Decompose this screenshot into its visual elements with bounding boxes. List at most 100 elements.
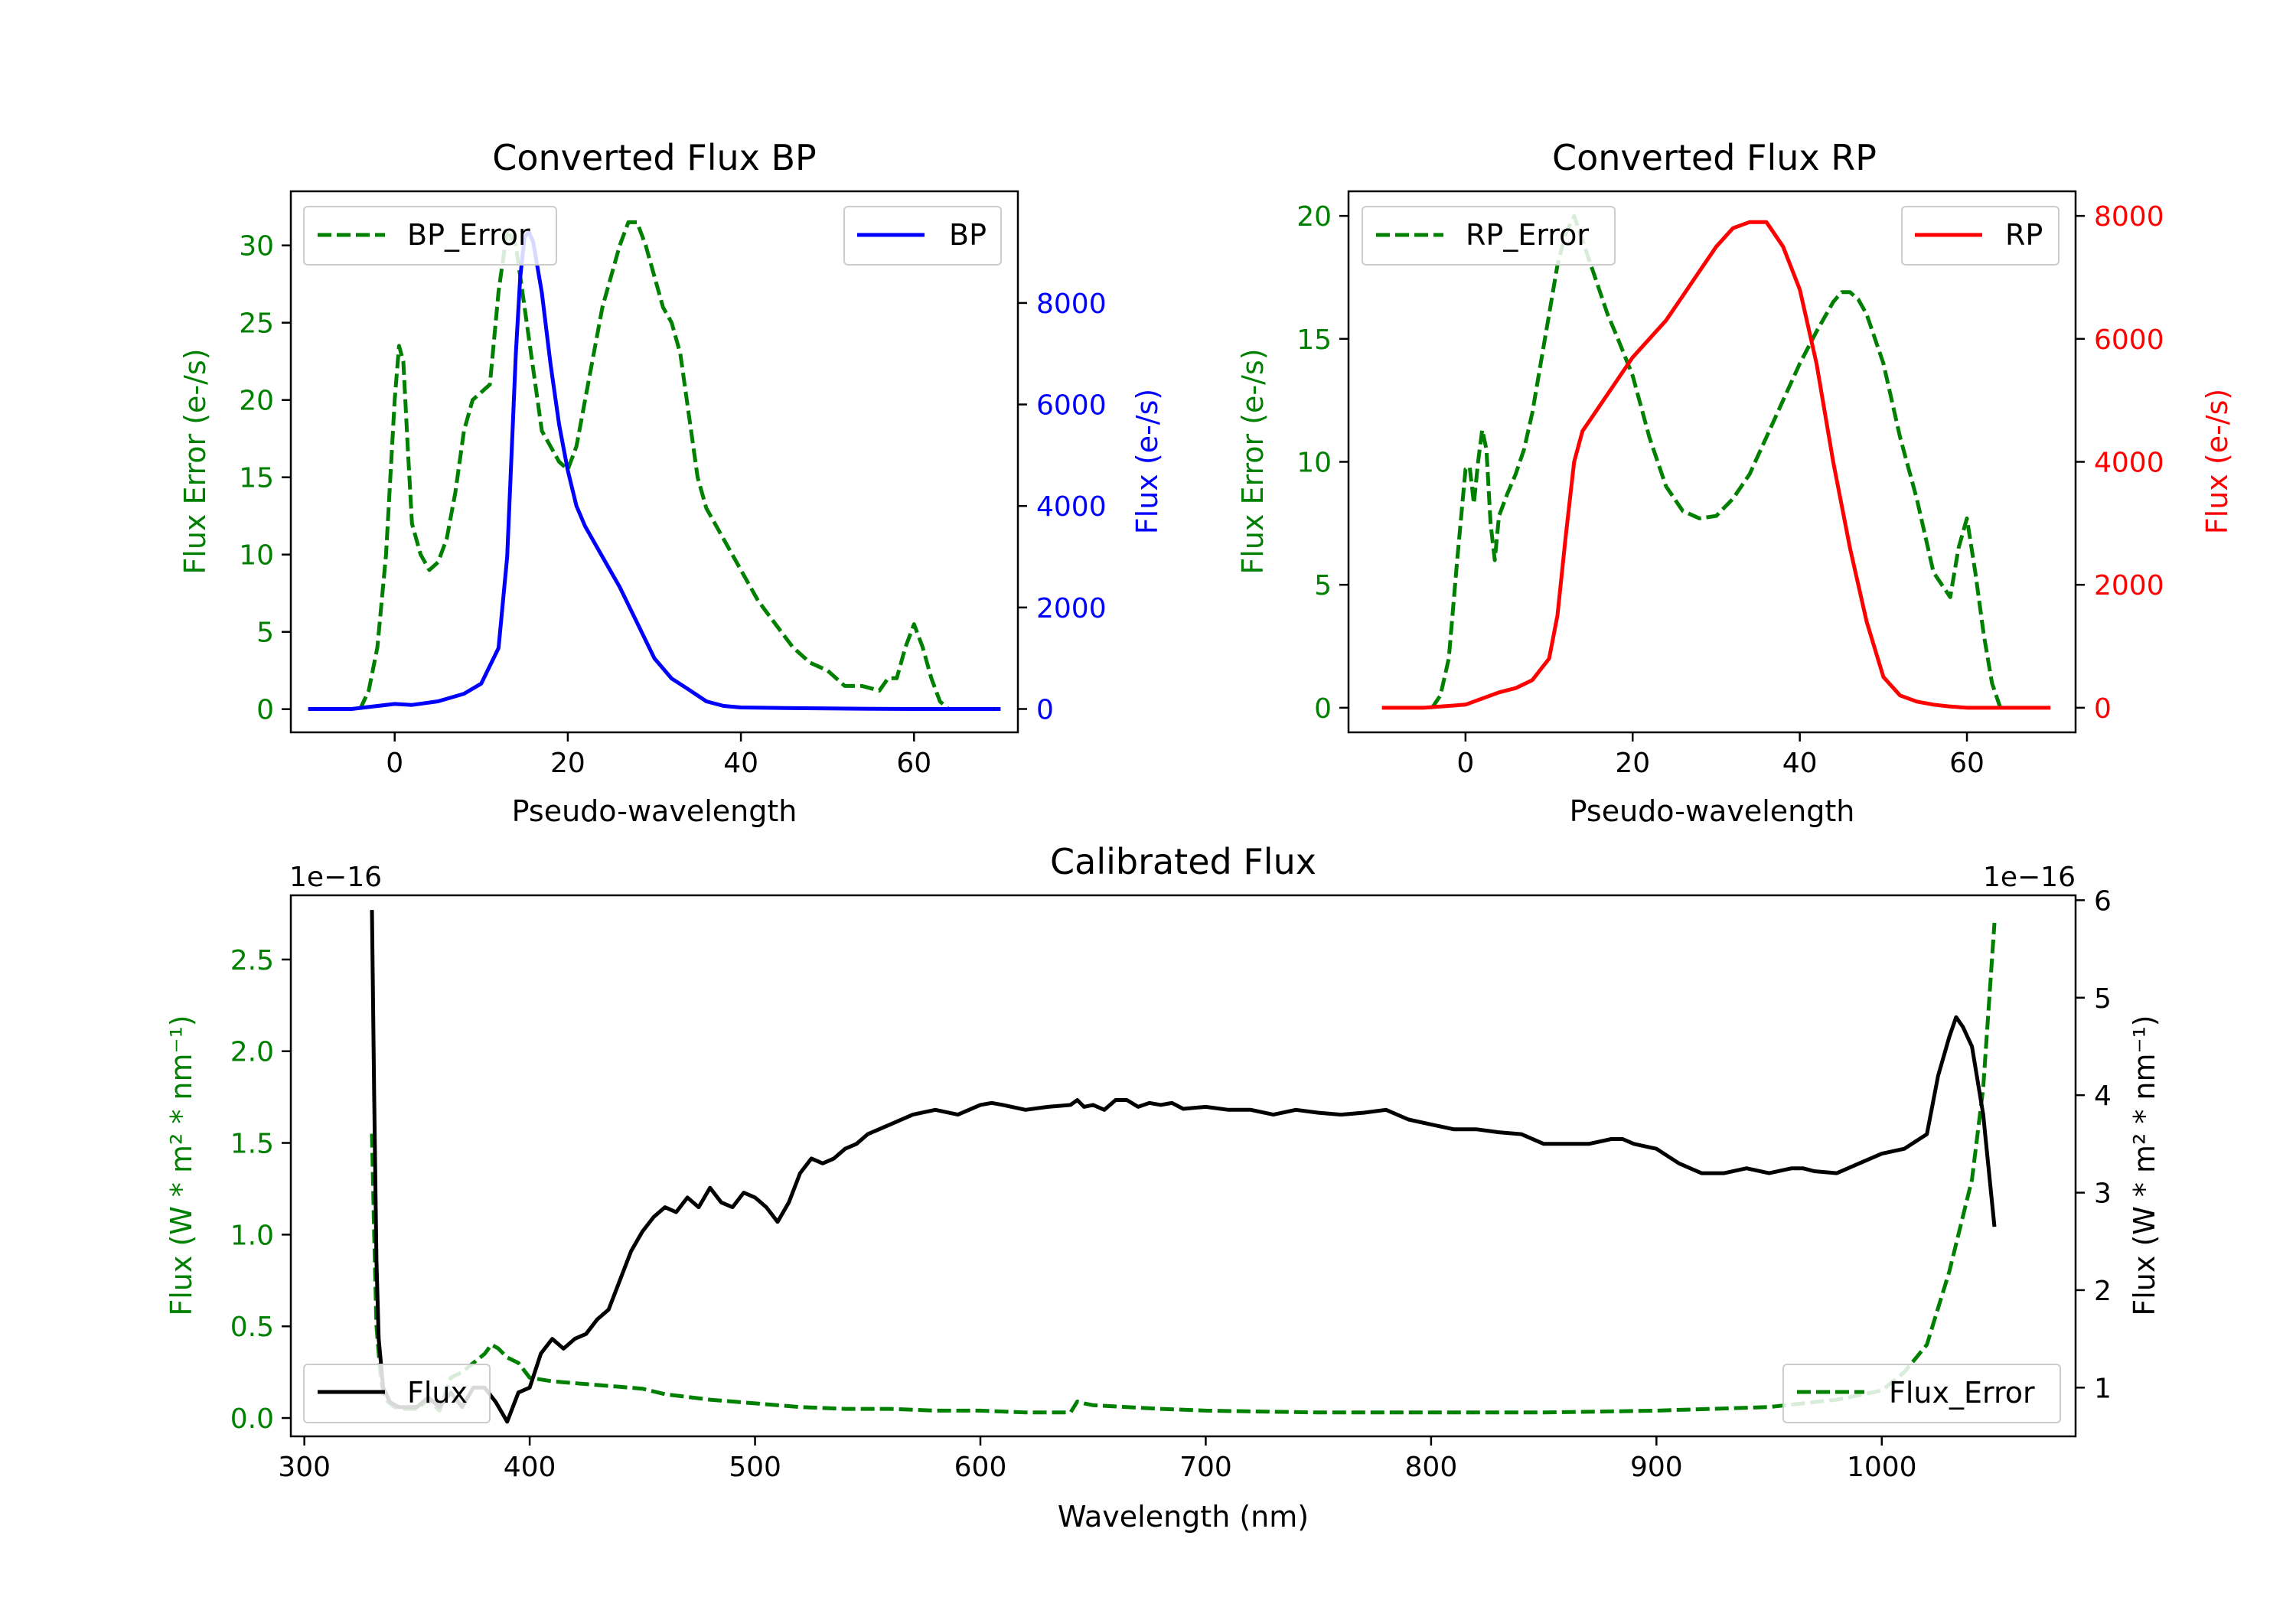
bp-axes-frame	[289, 190, 1019, 734]
cal-right-tick-label: 5	[2094, 983, 2112, 1015]
rp-left-tick-label: 5	[1314, 570, 1332, 601]
cal-left-tick-label: 2.5	[230, 945, 274, 976]
cal-series-flux-error	[370, 922, 1997, 1415]
rp-legend-error: RP_Error	[1362, 206, 1616, 266]
rp-legend-flux: RP	[1901, 206, 2060, 266]
rp-right-tick-label: 6000	[2094, 324, 2164, 356]
cal-x-tick-label: 500	[729, 1452, 781, 1483]
rp-right-ticks: 0 2000 4000 6000 8000	[2076, 201, 2164, 725]
cal-right-tick-label: 6	[2094, 885, 2112, 917]
cal-left-tick-label: 0.5	[230, 1312, 274, 1343]
rp-legend-error-label: RP_Error	[1466, 218, 1589, 252]
bp-left-tick-label: 15	[239, 463, 274, 494]
cal-right-tick-label: 1	[2094, 1373, 2112, 1404]
bp-left-tick-label: 30	[239, 231, 274, 262]
rp-series-rp	[1381, 220, 2051, 710]
bp-left-ticks: 0 5 10 15 20 25 30	[239, 231, 291, 726]
cal-legend-error-label: Flux_Error	[1889, 1376, 2035, 1410]
cal-right-tick-label: 3	[2094, 1178, 2112, 1210]
bp-x-tick-label: 20	[550, 748, 585, 779]
cal-x-label: Wavelength (nm)	[1058, 1500, 1309, 1534]
bp-x-tick-label: 60	[896, 748, 931, 779]
bp-plot-area	[308, 220, 1001, 711]
cal-left-ticks: 0.0 0.5 1.0 1.5 2.0 2.5	[230, 945, 291, 1435]
rp-left-tick-label: 10	[1296, 448, 1332, 479]
cal-x-tick-label: 300	[278, 1452, 331, 1483]
rp-x-label: Pseudo-wavelength	[1570, 794, 1855, 828]
rp-left-tick-label: 0	[1314, 693, 1332, 725]
cal-right-y-label: Flux (W * m² * nm⁻¹)	[2128, 1015, 2161, 1315]
rp-axes-frame	[1347, 190, 2077, 734]
bp-series-bp-error	[358, 220, 951, 711]
rp-right-y-label: Flux (e-/s)	[2200, 389, 2234, 534]
rp-plot-area	[1381, 214, 2051, 710]
rp-x-tick-label: 0	[1456, 748, 1474, 779]
cal-left-tick-label: 2.0	[230, 1037, 274, 1068]
bp-right-tick-label: 6000	[1036, 390, 1107, 422]
cal-axes-frame	[289, 894, 2077, 1438]
bp-right-tick-label: 4000	[1036, 491, 1107, 523]
cal-right-tick-label: 4	[2094, 1081, 2112, 1112]
rp-x-tick-label: 40	[1782, 748, 1818, 779]
bp-left-tick-label: 25	[239, 308, 274, 340]
cal-left-tick-label: 0.0	[230, 1403, 274, 1435]
bp-left-tick-label: 0	[256, 695, 274, 726]
rp-right-tick-label: 2000	[2094, 570, 2164, 601]
bp-left-y-label: Flux Error (e-/s)	[178, 348, 212, 574]
bp-x-tick-label: 0	[386, 748, 403, 779]
cal-left-tick-label: 1.5	[230, 1129, 274, 1160]
cal-plot-area	[370, 910, 1997, 1424]
cal-legend-error: Flux_Error	[1782, 1364, 2061, 1423]
bp-x-ticks: 0 20 40 60	[386, 732, 931, 779]
cal-x-tick-label: 700	[1179, 1452, 1232, 1483]
cal-legend-flux-box	[303, 1364, 491, 1423]
rp-x-tick-label: 60	[1949, 748, 1985, 779]
bp-right-tick-label: 0	[1036, 694, 1054, 725]
cal-x-tick-label: 1000	[1847, 1452, 1917, 1483]
cal-left-tick-label: 1.0	[230, 1220, 274, 1251]
rp-legend-flux-label: RP	[2005, 218, 2043, 252]
bp-panel: Converted Flux BP 0 20 40 60 0 5 10 15 20 25 30 0…	[178, 137, 1164, 828]
rp-right-tick-label: 8000	[2094, 201, 2164, 233]
bp-right-ticks: 0 2000 4000 6000 8000	[1018, 288, 1107, 725]
cal-right-tick-label: 2	[2094, 1276, 2112, 1307]
bp-x-label: Pseudo-wavelength	[512, 794, 797, 828]
cal-legend-error-box	[1782, 1364, 2061, 1423]
rp-left-y-label: Flux Error (e-/s)	[1236, 348, 1270, 574]
rp-title: Converted Flux RP	[1552, 137, 1877, 178]
cal-legend-flux-label: Flux	[407, 1376, 468, 1410]
cal-x-tick-label: 600	[954, 1452, 1007, 1483]
cal-title: Calibrated Flux	[1050, 841, 1316, 882]
bp-x-tick-label: 40	[723, 748, 758, 779]
rp-right-tick-label: 4000	[2094, 448, 2164, 479]
cal-left-offset: 1e−16	[289, 862, 382, 893]
rp-right-tick-label: 0	[2094, 693, 2112, 725]
rp-series-rp-error	[1430, 214, 2003, 709]
cal-left-y-label: Flux (W * m² * nm⁻¹)	[165, 1015, 198, 1315]
bp-legend-flux: BP	[843, 206, 1002, 266]
cal-x-ticks: 300 400 500 600 700 800 900 1000	[278, 1436, 1917, 1483]
bp-legend-error-box	[303, 206, 557, 266]
rp-x-ticks: 0 20 40 60	[1456, 732, 1985, 779]
rp-left-tick-label: 20	[1296, 201, 1332, 233]
cal-series-flux	[370, 910, 1997, 1424]
cal-x-tick-label: 400	[504, 1452, 556, 1483]
cal-legend-flux: Flux	[303, 1364, 491, 1423]
rp-x-tick-label: 20	[1615, 748, 1650, 779]
bp-legend-error-label: BP_Error	[407, 218, 530, 252]
bp-left-tick-label: 5	[256, 618, 274, 649]
bp-right-tick-label: 2000	[1036, 593, 1107, 624]
rp-panel: Converted Flux RP 0 20 40 60 0 5 10 15 20 0 2000…	[1236, 137, 2234, 828]
bp-right-y-label: Flux (e-/s)	[1130, 389, 1164, 534]
cal-right-ticks: 1 2 3 4 5 6	[2076, 885, 2112, 1404]
rp-left-ticks: 0 5 10 15 20	[1296, 201, 1349, 725]
bp-left-tick-label: 20	[239, 386, 274, 417]
bp-title: Converted Flux BP	[492, 137, 817, 178]
cal-panel: Calibrated Flux 1e−16 1e−16 300 400 500 600…	[165, 841, 2161, 1534]
bp-right-tick-label: 8000	[1036, 288, 1107, 320]
bp-legend-error: BP_Error	[303, 206, 557, 266]
cal-x-tick-label: 900	[1630, 1452, 1683, 1483]
rp-left-tick-label: 15	[1296, 324, 1332, 356]
rp-legend-error-box	[1362, 206, 1616, 266]
